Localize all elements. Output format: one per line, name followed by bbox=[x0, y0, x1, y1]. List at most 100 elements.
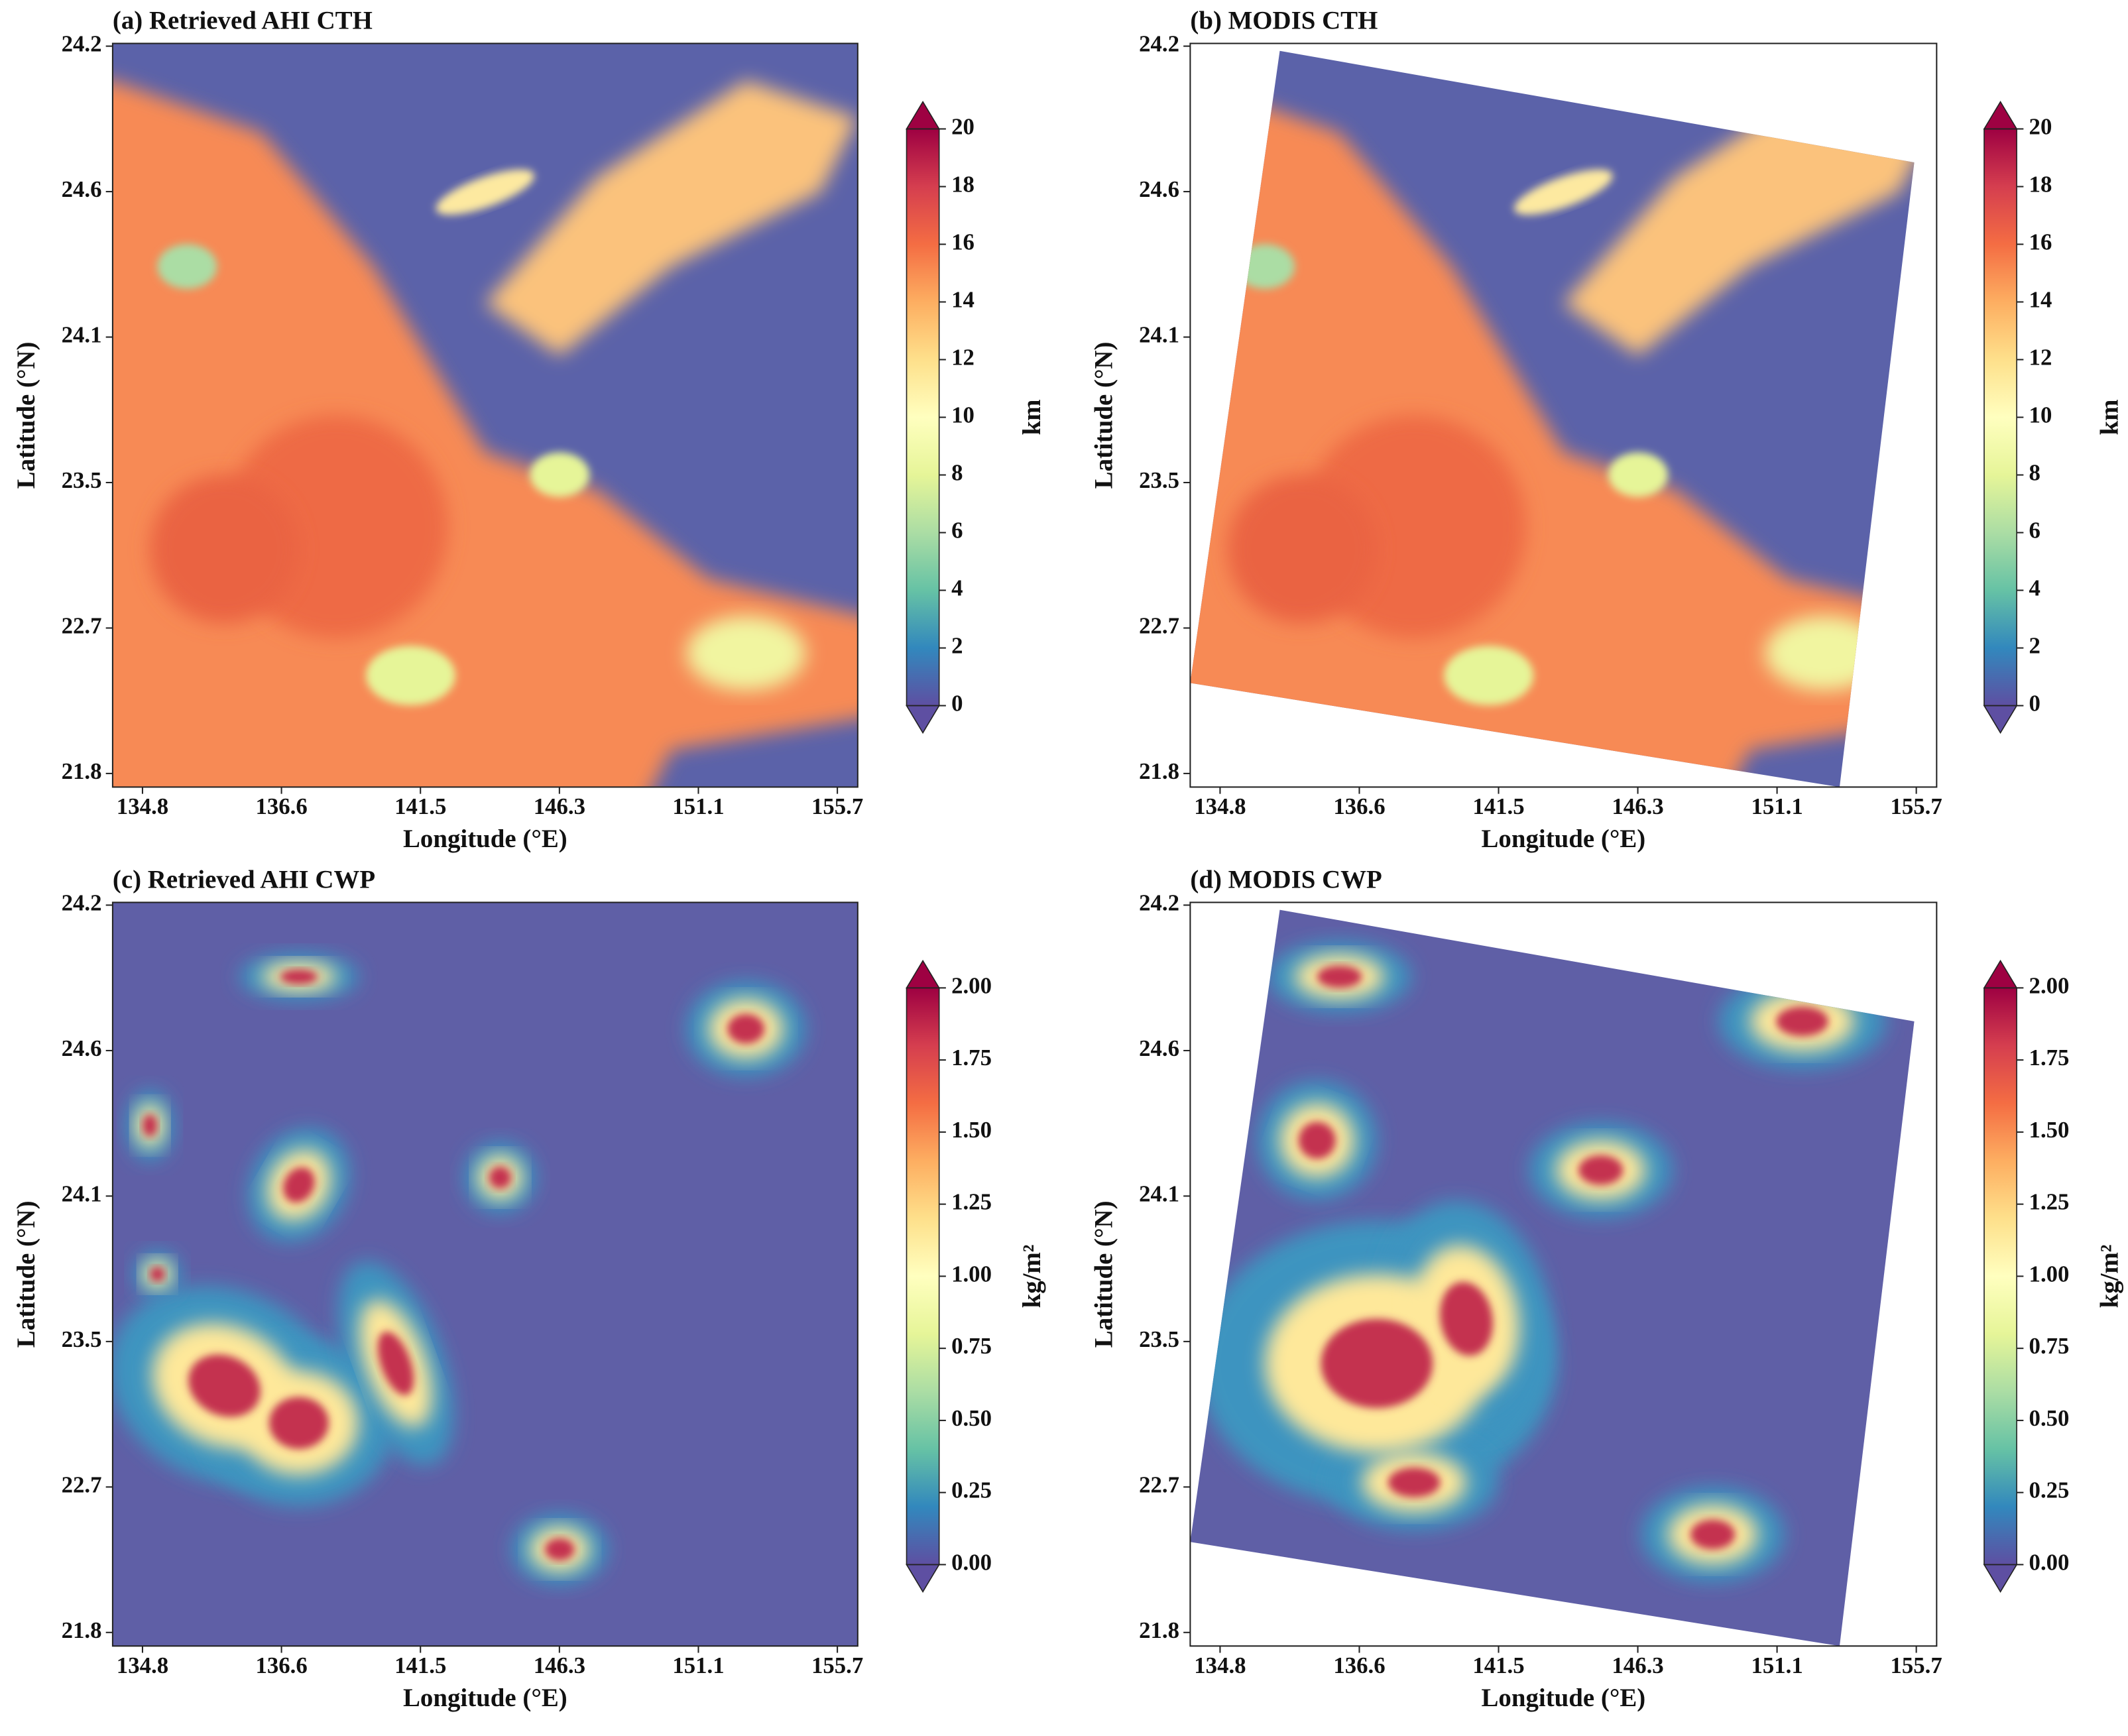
x-tick-label: 151.1 bbox=[1751, 1652, 1803, 1678]
y-axis-label: Latitude (°N) bbox=[1089, 342, 1118, 489]
colorbar-tick-label: 8 bbox=[951, 460, 963, 486]
y-tick-label: 24.1 bbox=[62, 322, 102, 348]
colorbar-tick-label: 18 bbox=[951, 171, 975, 197]
x-tick-label: 155.7 bbox=[1890, 793, 1942, 819]
y-tick-label: 23.5 bbox=[62, 467, 102, 493]
y-tick-label: 24.2 bbox=[62, 31, 102, 57]
cloud bbox=[1317, 965, 1362, 988]
colorbar-extend bbox=[1983, 705, 2018, 734]
colorbar-tick-label: 1.75 bbox=[2029, 1045, 2070, 1071]
cloud bbox=[1439, 1281, 1494, 1356]
colorbar-label: kg/m² bbox=[2095, 1244, 2123, 1308]
cloud bbox=[282, 1167, 315, 1203]
colorbar-tick-label: 1.25 bbox=[2029, 1189, 2070, 1215]
colorbar-tick-label: 2.00 bbox=[2029, 972, 2070, 998]
cloud bbox=[1298, 1122, 1336, 1159]
colorbar-extend bbox=[906, 1564, 941, 1593]
x-tick-label: 136.6 bbox=[255, 1652, 307, 1678]
cloud bbox=[436, 169, 535, 215]
x-axis-label: Longitude (°E) bbox=[1481, 1684, 1645, 1712]
cloud bbox=[1776, 1006, 1829, 1037]
colorbar-tick-label: 0.00 bbox=[951, 1549, 992, 1575]
x-tick-label: 134.8 bbox=[117, 1652, 168, 1678]
x-tick-label: 155.7 bbox=[811, 1652, 863, 1678]
colorbar-tick-label: 6 bbox=[2029, 518, 2040, 544]
cloud bbox=[1765, 616, 1885, 691]
x-axis-label: Longitude (°E) bbox=[1481, 825, 1645, 853]
colorbar-tick-label: 0.50 bbox=[951, 1405, 992, 1431]
x-axis-label: Longitude (°E) bbox=[403, 825, 567, 853]
cloud bbox=[1227, 475, 1377, 624]
colorbar-tick-label: 16 bbox=[2029, 229, 2052, 255]
cloud bbox=[1444, 646, 1534, 705]
cloud bbox=[377, 1331, 414, 1396]
x-axis-label: Longitude (°E) bbox=[403, 1684, 567, 1712]
colorbar-tick-label: 4 bbox=[951, 575, 963, 601]
y-tick-label: 23.5 bbox=[62, 1326, 102, 1352]
cloud bbox=[366, 646, 455, 705]
x-tick-label: 141.5 bbox=[1472, 1652, 1524, 1678]
colorbar-tick-label: 8 bbox=[2029, 460, 2040, 486]
colorbar bbox=[1983, 988, 2017, 1565]
colorbar-tick-label: 10 bbox=[2029, 402, 2052, 428]
y-tick-label: 23.5 bbox=[1139, 467, 1179, 493]
y-tick-label: 24.1 bbox=[1139, 1181, 1179, 1206]
cloud bbox=[157, 244, 217, 289]
heatmap-image bbox=[1190, 50, 1915, 787]
axes-frame bbox=[111, 42, 858, 788]
x-tick-label: 151.1 bbox=[672, 793, 724, 819]
colorbar-tick-label: 1.75 bbox=[951, 1045, 992, 1071]
y-tick-label: 24.2 bbox=[1139, 31, 1179, 57]
y-tick-label: 24.6 bbox=[62, 176, 102, 202]
panel-title: (d) MODIS CWP bbox=[1190, 866, 1382, 894]
x-tick-label: 146.3 bbox=[534, 793, 585, 819]
colorbar-tick-label: 1.50 bbox=[951, 1117, 992, 1143]
colorbar bbox=[906, 129, 939, 706]
colorbar-tick-label: 1.50 bbox=[2029, 1117, 2070, 1143]
cloud bbox=[142, 1114, 158, 1137]
cloud bbox=[727, 1013, 765, 1044]
cloud bbox=[1690, 1519, 1736, 1550]
x-tick-label: 134.8 bbox=[117, 793, 168, 819]
colorbar-tick-label: 18 bbox=[2029, 171, 2052, 197]
panel-title: (c) Retrieved AHI CWP bbox=[113, 866, 375, 894]
cloud-arm bbox=[485, 80, 858, 356]
cloud bbox=[544, 1538, 575, 1561]
colorbar-tick-label: 20 bbox=[2029, 113, 2052, 139]
panel-title: (b) MODIS CTH bbox=[1190, 7, 1378, 35]
colorbar-tick-label: 2 bbox=[2029, 633, 2040, 659]
x-tick-label: 141.5 bbox=[1472, 793, 1524, 819]
x-tick-label: 134.8 bbox=[1194, 793, 1246, 819]
colorbar-tick-label: 0 bbox=[951, 691, 963, 717]
axes-frame bbox=[111, 901, 858, 1647]
cloud bbox=[150, 475, 299, 624]
x-tick-label: 136.6 bbox=[255, 793, 307, 819]
colorbar-tick-label: 4 bbox=[2029, 575, 2040, 601]
cloud bbox=[1513, 169, 1613, 215]
colorbar-tick-label: 12 bbox=[951, 345, 975, 371]
colorbar-tick-label: 14 bbox=[951, 286, 975, 312]
y-tick-label: 24.2 bbox=[62, 890, 102, 915]
colorbar-tick-label: 0.25 bbox=[2029, 1477, 2070, 1503]
y-tick-label: 22.7 bbox=[1139, 612, 1179, 638]
colorbar-tick-label: 1.00 bbox=[951, 1261, 992, 1287]
y-axis-label: Latitude (°N) bbox=[12, 342, 40, 489]
colorbar-tick-label: 1.00 bbox=[2029, 1261, 2070, 1287]
y-tick-label: 23.5 bbox=[1139, 1326, 1179, 1352]
cloud bbox=[1234, 244, 1295, 289]
cloud bbox=[489, 1166, 512, 1189]
colorbar-tick-label: 0.50 bbox=[2029, 1405, 2070, 1431]
colorbar-tick-label: 0.25 bbox=[951, 1477, 992, 1503]
y-axis-label: Latitude (°N) bbox=[12, 1200, 40, 1348]
colorbar-tick-label: 0.00 bbox=[2029, 1549, 2070, 1575]
colorbar-label: kg/m² bbox=[1018, 1244, 1046, 1308]
colorbar-tick-label: 6 bbox=[951, 518, 963, 544]
heatmap-image bbox=[112, 43, 858, 787]
colorbar-extend bbox=[906, 959, 941, 989]
x-tick-label: 141.5 bbox=[394, 793, 446, 819]
axes-frame bbox=[1189, 901, 1938, 1647]
colorbar-extend bbox=[1983, 959, 2018, 989]
colorbar-tick-label: 10 bbox=[951, 402, 975, 428]
colorbar-tick-label: 20 bbox=[951, 113, 975, 139]
